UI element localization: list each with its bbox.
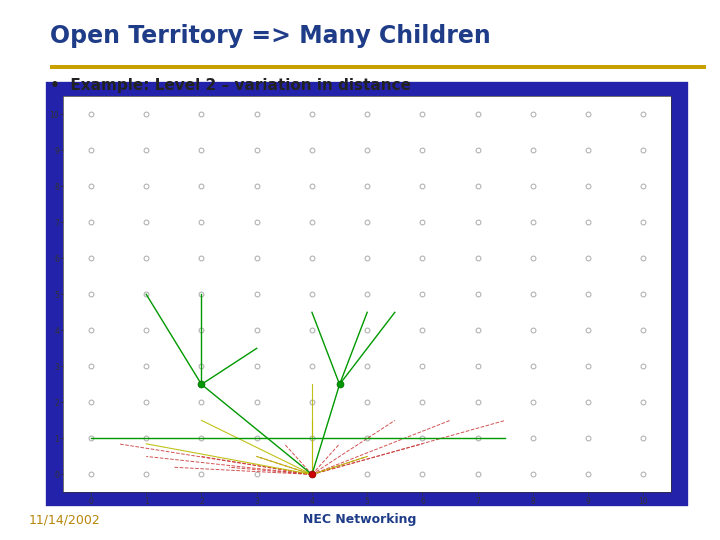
Text: Open Territory => Many Children: Open Territory => Many Children [50,24,491,48]
Text: NEC Networking: NEC Networking [303,514,417,526]
Text: •  Example: Level 2 – variation in distance: • Example: Level 2 – variation in distan… [50,78,411,93]
Text: 11/14/2002: 11/14/2002 [29,514,101,526]
